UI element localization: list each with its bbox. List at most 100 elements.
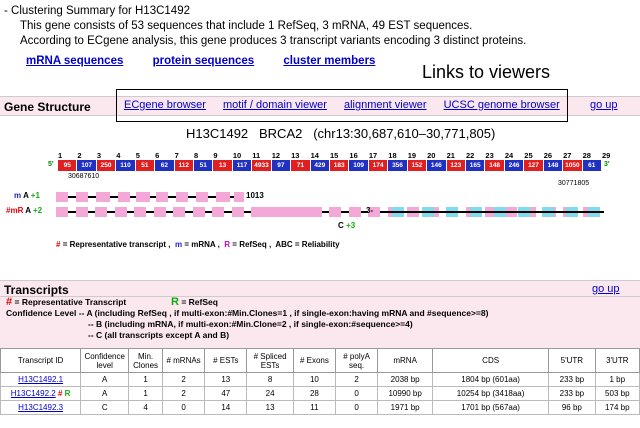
exon-segment[interactable]: 356 [388,160,407,171]
transcript-link[interactable]: H13C1492.3 [18,403,64,412]
legend-m-text: = mRNA , [184,240,220,249]
legend-abc-text: ABC = Reliability [275,240,340,249]
exon-number: 16 [349,151,358,160]
exon-segment[interactable]: 148 [485,160,504,171]
cell-spliced: 24 [246,386,294,401]
exon-box [153,207,166,217]
col-mrnas: # mRNAs [161,348,206,373]
go-up-link-gene-structure[interactable]: go up [590,99,618,111]
cell-confidence: A [80,372,130,387]
ecgene-browser-link[interactable]: ECgene browser [124,99,206,111]
cell-5utr: 96 bp [548,400,596,415]
representative-mark: # [57,389,63,398]
col-polya: # polyA seq. [334,348,379,373]
exon-box [192,207,205,217]
exon-segment[interactable]: 51 [135,160,155,171]
track-3-line [382,211,602,213]
col-cds: CDS [432,348,550,373]
exon-segment[interactable]: 62 [155,160,174,171]
exon-segment[interactable]: 148 [543,160,563,171]
exon-number: 24 [504,151,514,160]
exon-number: 8 [194,151,199,160]
exon-number-row: 1 2 3 4 5 6 7 8 9 10 11 12 13 14 15 16 17 18 19 20 21 22 23 24 2… [58,151,610,161]
exon-number: 2 [77,151,82,160]
gene-id: H13C1492 [186,126,249,141]
legend-r-text: = RefSeq , [232,240,272,249]
exon-number: 25 [524,151,533,160]
exon-box [173,207,185,217]
exon-segment[interactable]: 110 [116,160,135,171]
cell-polya: 0 [334,400,379,415]
exon-segment[interactable]: 123 [446,160,465,171]
refseq-mark: R [170,296,179,308]
exon-segment[interactable]: 95 [58,160,77,171]
exon-segment[interactable]: 107 [77,160,96,171]
exon-segment[interactable]: 127 [524,160,543,171]
exon-segment[interactable]: 246 [504,160,524,171]
five-prime-label: 5' [48,161,54,168]
cell-polya: 2 [334,372,379,387]
exon-box [309,207,322,217]
refseq-text: = RefSeq [181,297,218,307]
summary-line-2: According to ECgene analysis, this gene … [20,35,527,47]
exon-number: 3 [96,151,102,160]
exon-box [76,192,88,202]
exon-box [118,192,130,202]
exon-segment[interactable]: 146 [427,160,446,171]
ucsc-genome-browser-link[interactable]: UCSC genome browser [443,99,560,111]
exon-segment[interactable]: 109 [349,160,368,171]
exon-segment[interactable]: 174 [368,160,388,171]
track-1-note: 1013 [246,191,264,200]
transcript-track-3[interactable] [362,205,602,219]
rep-text: = Representative Transcript [14,297,127,307]
exon-segment[interactable]: 51 [194,160,213,171]
mrna-sequences-link[interactable]: mRNA sequences [26,55,124,67]
exon-segment[interactable]: 71 [291,160,310,171]
exon-box [348,207,361,217]
exon-segment[interactable]: 429 [310,160,329,171]
col-mrna: mRNA [377,348,434,373]
cell-5utr: 233 bp [548,386,596,401]
exon-segment[interactable]: 112 [174,160,193,171]
summary-line-1: This gene consists of 53 sequences that … [20,20,473,32]
motif-domain-viewer-link[interactable]: motif / domain viewer [223,99,327,111]
exon-box [136,192,150,202]
cell-spliced: 13 [246,400,294,415]
exon-box [96,192,110,202]
exon-segment[interactable]: 152 [407,160,427,171]
legend-r-mark: R [224,240,231,249]
exon-number: 12 [271,151,281,160]
exon-segment[interactable]: 61 [582,160,601,171]
exon-segment[interactable]: 183 [330,160,349,171]
exon-number: 19 [407,151,417,160]
exon-segment[interactable]: 4933 [252,160,271,171]
transcript-track-1[interactable] [56,190,604,204]
col-3utr: 3'UTR [594,348,640,373]
exon-segment[interactable]: 165 [466,160,485,171]
exon-box [95,207,107,217]
exon-segment[interactable]: 13 [213,160,232,171]
go-up-link-transcripts[interactable]: go up [592,283,620,295]
transcript-link[interactable]: H13C1492.1 [18,375,64,384]
cell-exons: 11 [292,400,337,415]
exon-segment[interactable]: 117 [232,160,252,171]
transcript-link[interactable]: H13C1492.2 [10,389,56,398]
col-spliced-ests: # Spliced ESTs [246,348,294,373]
exon-box [329,207,341,217]
exon-number: 11 [252,151,261,160]
exon-segment[interactable]: 1050 [563,160,582,171]
exon-box [56,207,68,217]
coord-start: 30687610 [68,173,100,180]
exon-number: 29 [602,151,611,160]
col-confidence: Confidence level [80,348,130,373]
legend-rep-text: = Representative transcript , [62,240,171,249]
alignment-viewer-link[interactable]: alignment viewer [344,99,427,111]
protein-sequences-link[interactable]: protein sequences [152,55,255,67]
cell-confidence: A [80,386,130,401]
cluster-members-link[interactable]: cluster members [283,55,376,67]
structure-legend: # = Representative transcript , m = mRNA… [56,240,340,249]
exon-segment[interactable]: 250 [96,160,116,171]
exon-box [216,192,230,202]
three-prime-label: 3' [604,161,610,168]
exon-segment[interactable]: 97 [271,160,291,171]
